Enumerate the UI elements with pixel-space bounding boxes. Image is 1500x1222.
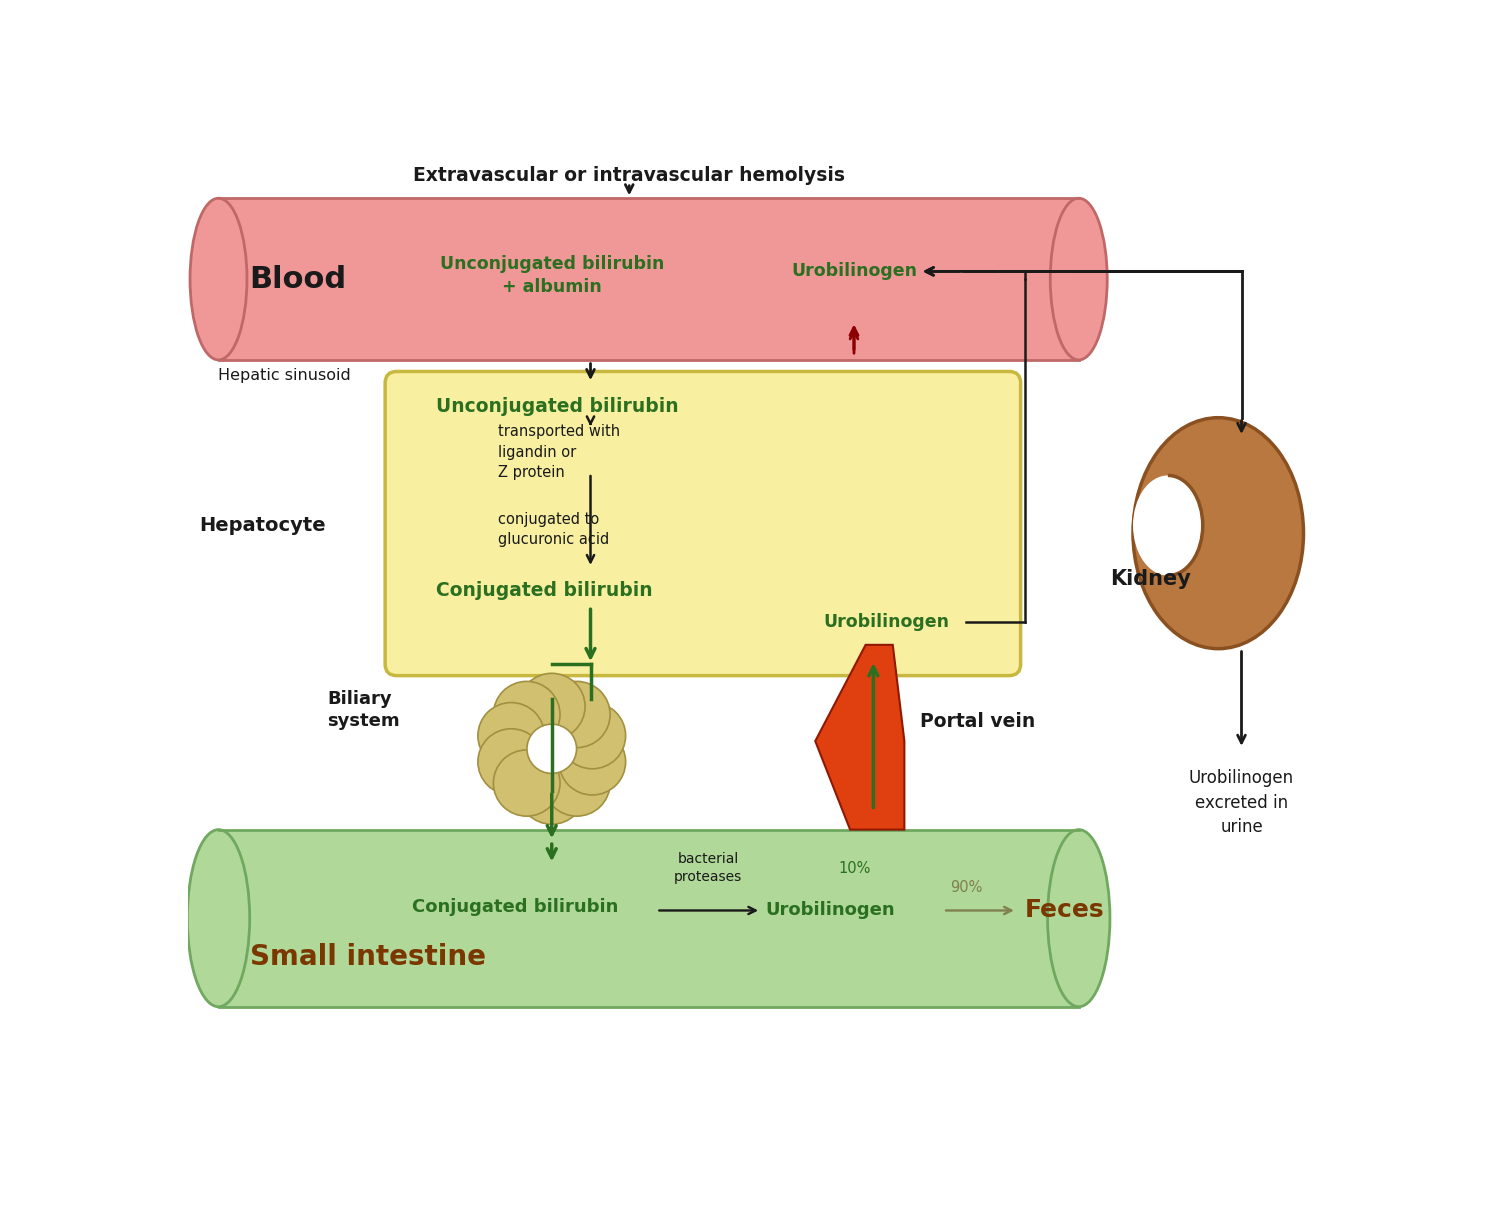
Text: Portal vein: Portal vein: [920, 712, 1035, 731]
Text: Hepatocyte: Hepatocyte: [200, 516, 326, 535]
Circle shape: [560, 728, 626, 796]
Polygon shape: [816, 645, 904, 830]
Bar: [219, 198, 1078, 360]
Bar: [219, 198, 1078, 360]
Text: Urobilinogen: Urobilinogen: [765, 902, 894, 919]
Text: Biliary
system: Biliary system: [327, 690, 399, 731]
Text: Urobilinogen: Urobilinogen: [824, 612, 950, 631]
Circle shape: [519, 758, 585, 825]
Text: conjugated to
glucuronic acid: conjugated to glucuronic acid: [498, 512, 609, 547]
Circle shape: [543, 682, 610, 748]
Text: Small intestine: Small intestine: [249, 942, 486, 970]
Bar: [219, 830, 1078, 1007]
Text: Unconjugated bilirubin
+ albumin: Unconjugated bilirubin + albumin: [440, 254, 664, 296]
Text: 90%: 90%: [950, 880, 982, 895]
Text: bacterial
proteases: bacterial proteases: [674, 852, 742, 884]
Circle shape: [478, 728, 544, 796]
Ellipse shape: [188, 830, 249, 1007]
Text: Urobilinogen: Urobilinogen: [790, 263, 916, 280]
Circle shape: [494, 682, 560, 748]
Text: 10%: 10%: [839, 860, 872, 876]
Text: Unconjugated bilirubin: Unconjugated bilirubin: [435, 397, 678, 415]
Text: Hepatic sinusoid: Hepatic sinusoid: [219, 368, 351, 382]
Text: transported with
ligandin or
Z protein: transported with ligandin or Z protein: [498, 424, 620, 480]
Ellipse shape: [1132, 475, 1203, 576]
Text: Urobilinogen
excreted in
urine: Urobilinogen excreted in urine: [1190, 770, 1294, 836]
Circle shape: [543, 750, 610, 816]
Text: Blood: Blood: [249, 265, 346, 293]
Ellipse shape: [190, 198, 248, 360]
Circle shape: [519, 673, 585, 739]
Circle shape: [526, 725, 576, 774]
Text: Conjugated bilirubin: Conjugated bilirubin: [413, 898, 618, 915]
Circle shape: [494, 750, 560, 816]
Text: Kidney: Kidney: [1110, 569, 1191, 589]
Ellipse shape: [1050, 198, 1107, 360]
Bar: [219, 830, 1078, 1007]
Text: Extravascular or intravascular hemolysis: Extravascular or intravascular hemolysis: [413, 166, 846, 185]
Text: Conjugated bilirubin: Conjugated bilirubin: [435, 582, 652, 600]
Circle shape: [560, 703, 626, 769]
Circle shape: [478, 703, 544, 769]
Ellipse shape: [1132, 418, 1304, 649]
FancyBboxPatch shape: [386, 371, 1020, 676]
Ellipse shape: [1047, 830, 1110, 1007]
Text: Feces: Feces: [1024, 898, 1104, 923]
